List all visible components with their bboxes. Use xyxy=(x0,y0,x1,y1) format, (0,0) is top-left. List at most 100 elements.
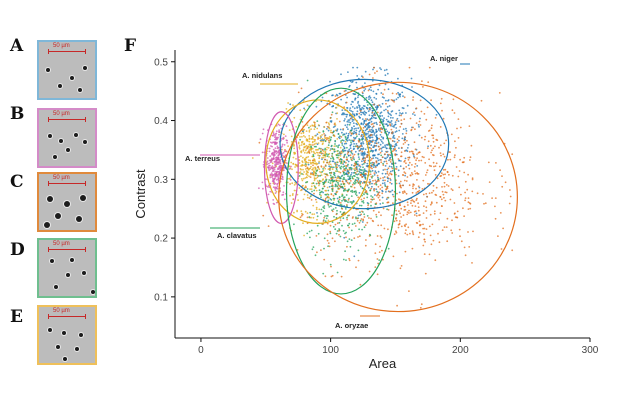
data-point xyxy=(304,177,307,179)
data-point xyxy=(387,112,390,115)
data-point xyxy=(328,245,331,248)
data-point xyxy=(358,221,361,224)
data-point xyxy=(364,159,367,162)
data-point xyxy=(321,134,323,136)
data-point xyxy=(368,108,371,110)
data-point xyxy=(385,102,387,105)
data-point xyxy=(412,185,414,188)
data-point xyxy=(304,165,307,168)
data-point xyxy=(412,232,414,234)
data-point xyxy=(345,101,348,104)
data-point xyxy=(450,133,453,136)
data-point xyxy=(305,170,308,172)
data-point xyxy=(350,143,353,145)
data-point xyxy=(328,156,330,158)
data-point xyxy=(405,229,407,232)
data-point xyxy=(306,181,309,183)
data-point xyxy=(362,142,365,145)
data-point xyxy=(419,99,422,102)
data-point xyxy=(353,130,356,133)
cell xyxy=(79,333,83,337)
data-point xyxy=(357,196,360,199)
data-point xyxy=(325,217,328,220)
data-point xyxy=(282,138,285,140)
data-point xyxy=(464,254,467,257)
data-point xyxy=(412,153,415,155)
data-point xyxy=(414,114,416,116)
data-point xyxy=(339,202,342,204)
data-point xyxy=(430,202,433,205)
data-point xyxy=(327,189,330,192)
data-point xyxy=(338,198,341,201)
x-tick-label: 0 xyxy=(198,345,204,356)
data-point xyxy=(369,183,371,185)
data-point xyxy=(417,206,420,209)
data-point xyxy=(350,129,353,132)
data-point xyxy=(313,145,316,148)
data-point xyxy=(331,148,334,150)
data-point xyxy=(346,168,349,171)
data-point xyxy=(404,250,407,253)
data-point xyxy=(314,254,317,257)
data-point xyxy=(400,119,403,121)
data-point xyxy=(400,216,402,218)
data-point xyxy=(495,162,497,164)
data-point xyxy=(269,155,272,158)
data-point xyxy=(380,159,383,161)
data-point xyxy=(292,156,295,159)
data-point xyxy=(410,202,412,205)
data-point xyxy=(376,138,378,141)
data-point xyxy=(385,68,388,71)
data-point xyxy=(319,154,321,157)
data-point xyxy=(335,232,338,235)
data-point xyxy=(443,155,446,158)
data-point xyxy=(348,86,350,88)
data-point xyxy=(386,156,389,159)
data-point xyxy=(349,107,352,109)
data-point xyxy=(394,131,397,133)
data-point xyxy=(386,109,389,112)
data-point xyxy=(278,161,281,164)
data-point xyxy=(439,126,442,128)
data-point xyxy=(335,165,337,167)
data-point xyxy=(349,245,352,248)
data-point xyxy=(331,184,334,187)
data-point xyxy=(375,188,378,191)
data-point xyxy=(353,222,356,225)
data-point xyxy=(317,165,319,168)
data-point xyxy=(365,96,368,99)
data-point xyxy=(410,77,413,80)
data-point xyxy=(386,120,389,123)
data-point xyxy=(306,147,309,149)
data-point xyxy=(376,258,379,260)
data-point xyxy=(425,192,428,195)
data-point xyxy=(434,165,437,167)
data-point xyxy=(356,219,359,222)
data-point xyxy=(311,190,313,193)
data-point xyxy=(300,116,303,118)
data-point xyxy=(413,214,416,216)
data-point xyxy=(323,216,326,219)
data-point xyxy=(360,174,362,177)
data-point xyxy=(319,148,322,150)
data-point xyxy=(336,161,339,164)
data-point xyxy=(441,186,443,188)
data-point xyxy=(364,157,366,160)
data-point xyxy=(372,166,375,168)
data-point xyxy=(339,186,342,188)
data-point xyxy=(288,177,291,180)
data-point xyxy=(509,195,512,198)
data-point xyxy=(315,201,318,204)
data-point xyxy=(323,139,325,141)
data-point xyxy=(276,145,279,148)
data-point xyxy=(376,111,379,114)
data-point xyxy=(348,214,350,217)
data-point xyxy=(377,193,380,195)
data-point xyxy=(306,232,309,235)
data-point xyxy=(378,211,380,214)
data-point xyxy=(389,179,392,181)
data-point xyxy=(370,147,372,150)
data-point xyxy=(376,157,379,160)
data-point xyxy=(442,193,445,196)
data-point xyxy=(382,202,384,205)
